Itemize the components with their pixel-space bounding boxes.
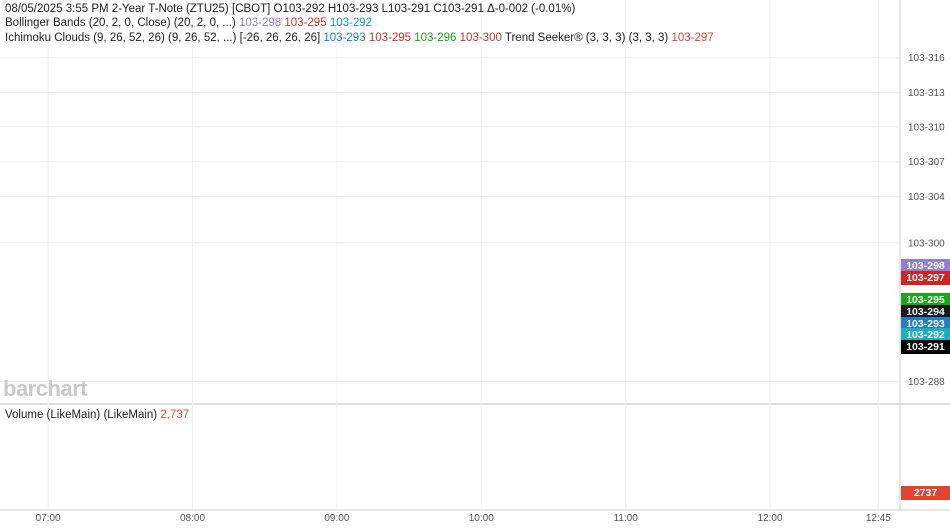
- quote-time: 3:55 PM: [65, 3, 109, 15]
- x-tick-label: 09:00: [324, 513, 349, 524]
- bollinger-upper-value: 103-298: [238, 17, 282, 29]
- volume-value: 2,737: [160, 409, 190, 421]
- ichimoku-v2: 103-295: [368, 32, 412, 44]
- bollinger-middle-value: 103-295: [284, 17, 327, 29]
- volume-header: Volume (LikeMain) (LikeMain) 2,737: [5, 408, 189, 422]
- volume-params: (LikeMain): [103, 409, 158, 421]
- y-tick-label: 103-310: [908, 122, 945, 133]
- ichimoku-v3: 103-296: [414, 32, 457, 44]
- bollinger-lower-value: 103-292: [329, 17, 373, 29]
- price-badge: 103-291: [901, 340, 950, 354]
- x-tick-label: 07:00: [36, 513, 61, 524]
- header-line-3: Ichimoku Clouds (9, 26, 52, 26) (9, 26, …: [5, 31, 714, 45]
- trend-seeker-value: 103-297: [671, 32, 714, 44]
- symbol-name[interactable]: 2-Year T-Note (ZTU25) [CBOT]: [111, 3, 271, 15]
- price-badge: 103-292: [901, 328, 950, 342]
- price-badge: 103-298: [901, 259, 950, 273]
- ichimoku-v1: 103-293: [323, 32, 366, 44]
- y-tick-label: 103-316: [908, 53, 945, 64]
- y-tick-label: 103-304: [908, 192, 945, 203]
- ichimoku-shift: [-26, 26, 26, 26]: [239, 32, 321, 44]
- trend-seeker-label[interactable]: Trend Seeker® (3, 3, 3): [504, 32, 626, 44]
- y-tick-label: 103-307: [908, 157, 945, 168]
- bollinger-params: (20, 2, 0, ...): [173, 17, 236, 29]
- price-change: Δ-0-002 (-0.01%): [487, 3, 576, 15]
- price-badge: 103-295: [901, 293, 950, 307]
- ichimoku-params: (9, 26, 52, ...): [168, 32, 237, 44]
- ohlc-values: O103-292 H103-293 L103-291 C103-291: [273, 3, 484, 15]
- price-badge: 103-297: [901, 271, 950, 285]
- trend-seeker-params: (3, 3, 3): [628, 32, 669, 44]
- ichimoku-v4: 103-300: [459, 32, 502, 44]
- barchart-logo: barchart: [3, 376, 88, 401]
- volume-title[interactable]: Volume (LikeMain): [5, 409, 101, 421]
- y-tick-label: 103-300: [908, 238, 945, 249]
- x-tick-label: 08:00: [180, 513, 205, 524]
- price-badge: 103-293: [901, 317, 950, 331]
- x-tick-label: 11:00: [614, 513, 639, 524]
- x-tick-label: 10:00: [469, 513, 494, 524]
- y-tick-label: 103-288: [908, 377, 945, 388]
- x-tick-label: 12:00: [758, 513, 783, 524]
- volume-badge: 2737: [901, 486, 950, 500]
- price-badge: 103-294: [901, 305, 950, 319]
- x-tick-label: 12:45: [866, 513, 891, 524]
- y-tick-label: 103-313: [908, 88, 945, 99]
- bollinger-label[interactable]: Bollinger Bands (20, 2, 0, Close): [5, 17, 171, 29]
- quote-date: 08/05/2025: [5, 3, 63, 15]
- ichimoku-label[interactable]: Ichimoku Clouds (9, 26, 52, 26): [5, 32, 165, 44]
- header-line-1: 08/05/2025 3:55 PM 2-Year T-Note (ZTU25)…: [5, 2, 575, 16]
- header-line-2: Bollinger Bands (20, 2, 0, Close) (20, 2…: [5, 16, 372, 30]
